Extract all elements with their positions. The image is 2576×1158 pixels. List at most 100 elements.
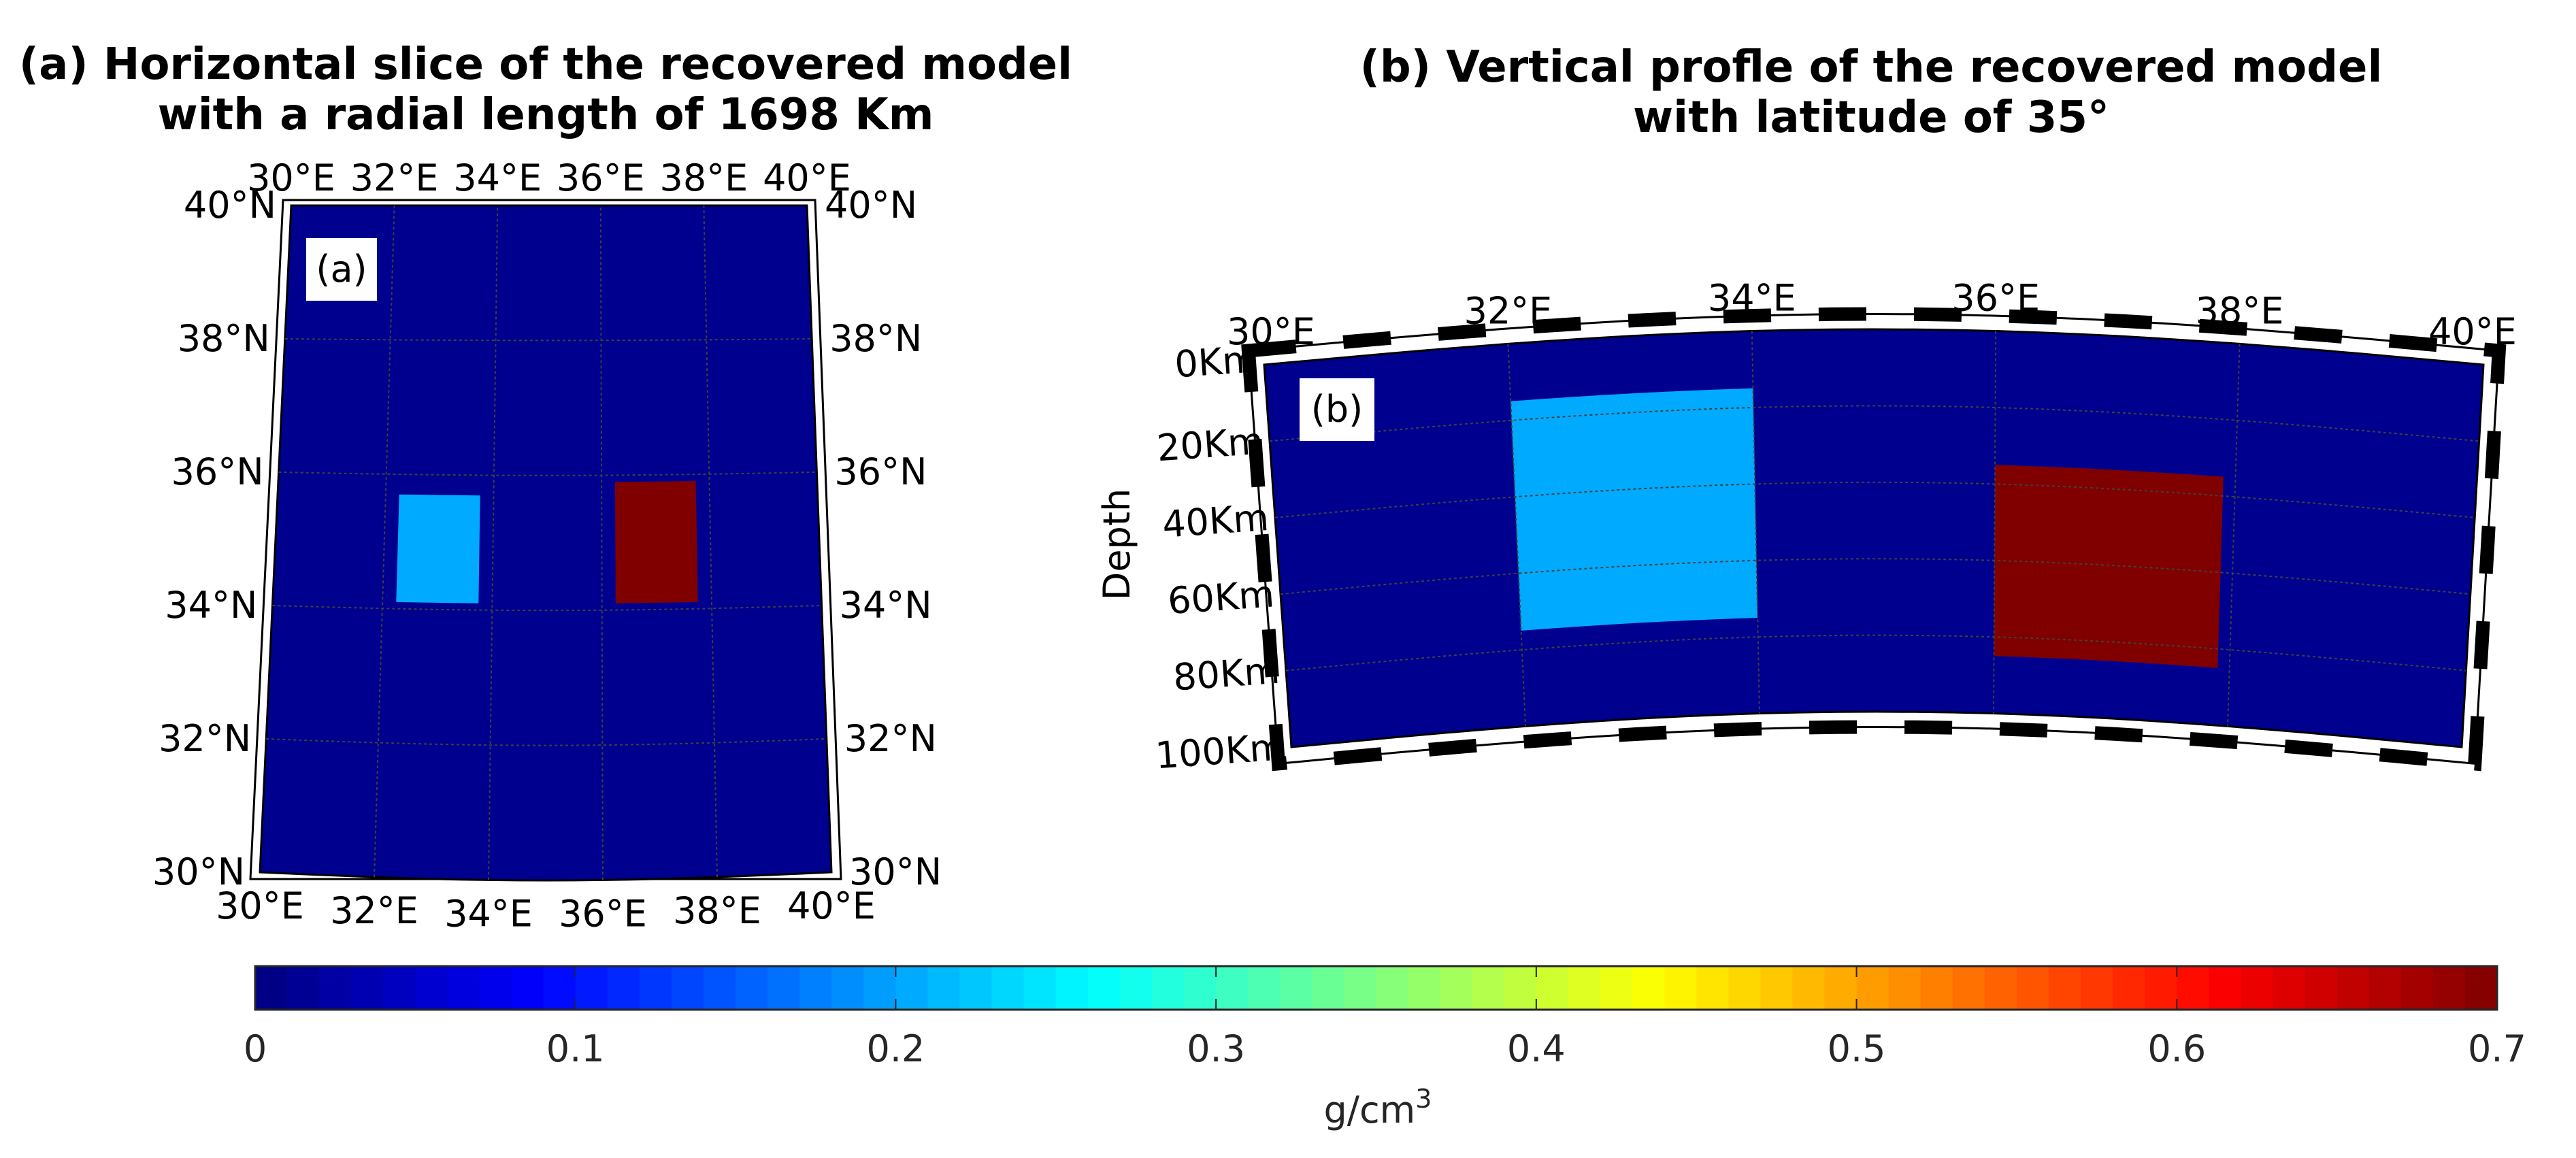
colorbar-segment <box>1920 966 1953 1010</box>
colorbar-segment <box>2177 966 2209 1010</box>
panel-a-lat-tick-right: 38°N <box>829 317 922 360</box>
panel-a-parallel <box>266 738 827 746</box>
panel-a-lon-tick-bottom: 40°E <box>787 884 876 927</box>
colorbar-segment <box>2368 966 2402 1010</box>
colorbar-tick-label: 0.7 <box>2468 1027 2526 1070</box>
panel-a-lon-tick-bottom: 34°E <box>444 892 533 935</box>
panel-b-lon-tick: 36°E <box>1951 277 2040 320</box>
panel-b-low-density-block <box>1510 388 1758 631</box>
colorbar-segment <box>2209 966 2242 1010</box>
panel-a-high-density-block <box>614 481 698 603</box>
colorbar-tick-label: 0.1 <box>546 1027 605 1070</box>
panel-b-depth-line <box>1274 481 2475 518</box>
colorbar-tick-label: 0.6 <box>2147 1027 2206 1070</box>
colorbar-segment <box>1119 966 1153 1010</box>
panel-b-depth-line <box>1280 558 2471 595</box>
colorbar-segment <box>1216 966 1249 1010</box>
colorbar-segment <box>2305 966 2338 1010</box>
colorbar-segment <box>2145 966 2177 1010</box>
colorbar-units: g/cm3 <box>1324 1084 1432 1131</box>
colorbar-segment <box>287 966 320 1010</box>
colorbar-segment <box>1440 966 1473 1010</box>
colorbar-segment <box>1312 966 1345 1010</box>
colorbar-border <box>254 965 2498 1011</box>
panel-a-lon-tick-top: 32°E <box>350 156 439 199</box>
colorbar-tick-label: 0.2 <box>866 1027 925 1070</box>
panel-b-depth-tick: 100Km <box>1154 725 1287 777</box>
panel-b-meridian <box>1751 331 1760 714</box>
panel-b-title-line-1: (b) Vertical profle of the recovered mod… <box>1360 42 2383 93</box>
colorbar-segment <box>927 966 961 1010</box>
panel-a-parallel <box>284 338 812 342</box>
colorbar-segment <box>2241 966 2274 1010</box>
panel-b-inset-label: (b) <box>1311 388 1363 431</box>
panel-a-lon-tick-bottom: 36°E <box>559 892 647 935</box>
colorbar-segment <box>2016 966 2049 1010</box>
panel-a-map: 30°E 30°E 32°E 32°E 34°E 34°E 36°E 36°E 38°E 38°E… <box>152 156 942 935</box>
colorbar-segment <box>1055 966 1089 1010</box>
panel-b-title-line-2: with latitude of 35° <box>1633 93 2109 143</box>
colorbar-segment <box>1696 966 1729 1010</box>
panel-a-meridian <box>599 205 604 880</box>
colorbar-tick-label: 0.5 <box>1828 1027 1886 1070</box>
colorbar-segment <box>2464 966 2498 1010</box>
panel-b-depth-tick: 0Km <box>1173 337 1259 386</box>
panel-a-lat-tick-left: 36°N <box>171 450 263 493</box>
panel-b-depth-tick: 40Km <box>1161 496 1270 546</box>
panel-b-high-density-block <box>1994 465 2224 668</box>
panel-b-lon-tick: 40°E <box>2428 310 2517 353</box>
colorbar-segment <box>1952 966 1985 1010</box>
panel-b-depth-tick: 60Km <box>1166 572 1276 623</box>
colorbar-segment <box>479 966 512 1010</box>
colorbar-segment <box>255 966 288 1010</box>
colorbar-segment <box>1792 966 1826 1010</box>
panel-a-lon-tick-top: 38°E <box>659 156 748 199</box>
colorbar-segment <box>736 966 768 1010</box>
panel-b-lon-tick: 38°E <box>2196 289 2284 332</box>
panel-b-meridian <box>1993 331 1997 714</box>
colorbar-segment <box>1280 966 1312 1010</box>
panel-a-title-line-2: with a radial length of 1698 Km <box>158 90 934 140</box>
panel-a-lat-tick-left: 30°N <box>152 850 245 893</box>
panel-b-lon-tick: 30°E <box>1227 310 1315 353</box>
panel-b-depth-line <box>1285 634 2466 672</box>
panel-a-lat-tick-right: 40°N <box>825 184 917 227</box>
colorbar-segment <box>351 966 384 1010</box>
colorbar-segment <box>2432 966 2466 1010</box>
colorbar-segment <box>1856 966 1889 1010</box>
colorbar-segment <box>2049 966 2081 1010</box>
panel-a-lat-tick-left: 40°N <box>184 184 276 227</box>
panel-a-lat-tick-right: 30°N <box>849 850 942 893</box>
panel-a-inset-box <box>306 238 377 301</box>
colorbar-segment <box>1087 966 1121 1010</box>
panel-b-frame-band <box>1241 307 2507 772</box>
panel-a-lat-tick-right: 32°N <box>844 717 937 760</box>
colorbar-segment <box>1600 966 1633 1010</box>
colorbar-segment <box>543 966 576 1010</box>
panel-a-lat-tick-left: 32°N <box>159 717 251 760</box>
colorbar-segment <box>2336 966 2370 1010</box>
panel-b-depth-tick: 80Km <box>1172 649 1281 699</box>
panel-b-depth-tick: 20Km <box>1155 420 1265 470</box>
colorbar-segment <box>1408 966 1441 1010</box>
colorbar-segment <box>639 966 672 1010</box>
colorbar-segment <box>2113 966 2145 1010</box>
panel-a-inset-label: (a) <box>316 248 367 291</box>
colorbar-segment <box>2273 966 2306 1010</box>
panel-a-lat-tick-left: 38°N <box>178 317 270 360</box>
colorbar-segment <box>799 966 832 1010</box>
colorbar-segment <box>1472 966 1505 1010</box>
panel-a-meridian <box>488 205 499 880</box>
colorbar-segment <box>767 966 800 1010</box>
colorbar-segment <box>1568 966 1601 1010</box>
panel-a-lon-tick-bottom: 30°E <box>216 884 304 927</box>
panel-b-ylabel: Depth <box>1095 489 1138 600</box>
panel-b-inset-box <box>1300 378 1374 441</box>
panel-a-parallel <box>272 605 822 612</box>
panel-a-low-density-block <box>396 494 480 603</box>
panel-b-background <box>1263 328 2485 748</box>
colorbar-segment <box>607 966 640 1010</box>
colorbar-segment <box>704 966 736 1010</box>
panel-a-lat-tick-left: 34°N <box>165 584 257 627</box>
